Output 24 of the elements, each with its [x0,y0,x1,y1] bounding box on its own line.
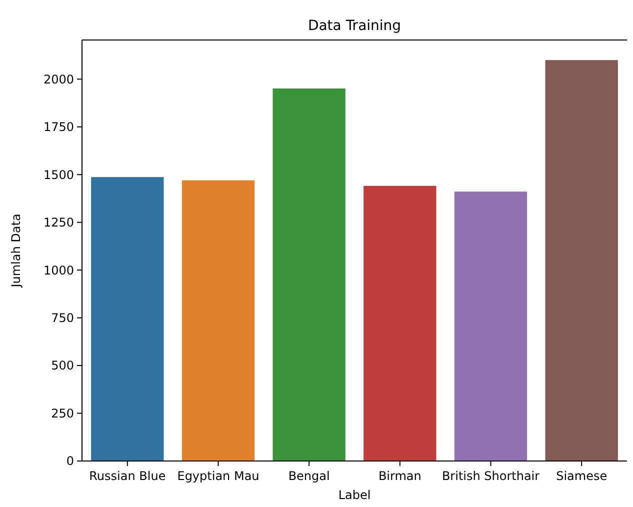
x-axis-title: Label [338,488,371,502]
chart-title: Data Training [308,18,402,34]
bar [545,60,618,461]
x-tick-label: British Shorthair [442,469,540,483]
x-tick-label: Birman [378,469,422,483]
y-tick-label: 1250 [43,216,74,230]
y-axis-title: Jumlah Data [9,214,23,288]
y-tick-label: 1000 [43,263,74,278]
bar [364,186,436,461]
y-tick-label: 1750 [43,120,74,134]
y-tick-label: 750 [51,311,74,326]
y-tick-label: 250 [51,406,74,420]
bar [272,88,346,461]
bar [454,192,528,461]
bar [91,177,164,461]
x-tick-label: Bengal [288,469,330,483]
x-tick-label: Siamese [556,469,608,483]
y-tick-label: 500 [51,358,74,373]
y-tick-label: 1500 [43,168,74,182]
x-tick-label: Egyptian Mau [177,469,260,483]
y-tick-label: 0 [66,454,74,468]
y-tick-label: 2000 [43,72,74,86]
x-tick-label: Russian Blue [89,469,166,483]
bar [182,180,255,461]
